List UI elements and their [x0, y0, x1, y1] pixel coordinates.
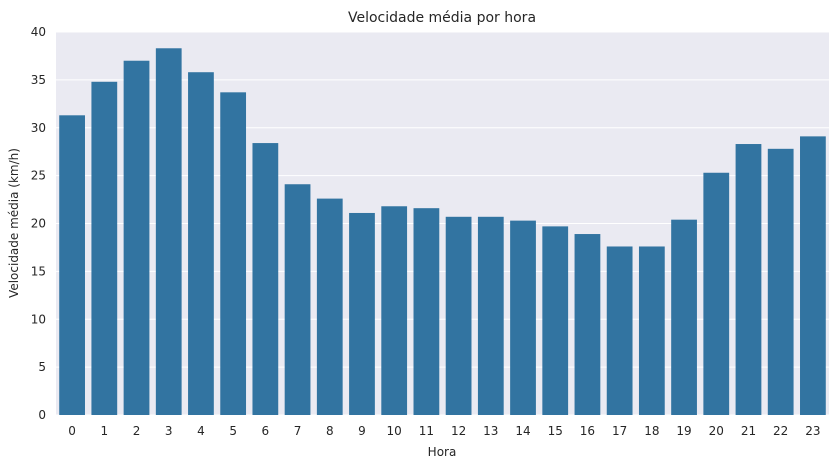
- x-tick-label: 5: [229, 424, 237, 438]
- bar: [381, 206, 408, 415]
- bar: [59, 115, 85, 416]
- x-tick-label: 7: [294, 424, 302, 438]
- bar: [284, 184, 311, 415]
- y-tick-label: 15: [31, 264, 46, 278]
- y-tick-label: 35: [31, 73, 46, 87]
- bar: [252, 143, 279, 415]
- x-axis-ticks: 0 1 2 3 4 5 6 7 8 9 10 11 12 13 14 15 16 17 18 19 20 21 22 23: [68, 424, 820, 438]
- x-tick-label: 2: [133, 424, 141, 438]
- y-tick-label: 25: [31, 169, 46, 183]
- x-tick-label: 14: [515, 424, 530, 438]
- x-tick-label: 8: [326, 424, 334, 438]
- chart-title: Velocidade média por hora: [348, 10, 536, 26]
- bar: [606, 246, 633, 415]
- x-tick-label: 12: [451, 424, 466, 438]
- y-tick-label: 30: [31, 121, 46, 135]
- y-tick-label: 5: [38, 360, 46, 374]
- y-tick-label: 0: [38, 408, 46, 422]
- bar: [316, 198, 343, 415]
- bar: [188, 72, 214, 415]
- x-axis-label: Hora: [428, 445, 457, 459]
- bar: [477, 216, 504, 415]
- y-tick-label: 10: [31, 312, 46, 326]
- x-tick-label: 19: [676, 424, 691, 438]
- bar: [574, 234, 601, 415]
- x-tick-label: 9: [358, 424, 366, 438]
- x-tick-label: 20: [709, 424, 724, 438]
- bar: [703, 172, 730, 415]
- bar: [123, 60, 150, 415]
- bar: [800, 136, 826, 415]
- x-tick-label: 23: [805, 424, 820, 438]
- y-tick-label: 40: [31, 25, 46, 39]
- y-axis-label: Velocidade média (km/h): [7, 148, 21, 298]
- x-tick-label: 16: [580, 424, 595, 438]
- x-tick-label: 11: [419, 424, 434, 438]
- y-axis-ticks: 0 5 10 15 20 25 30 35 40: [31, 25, 46, 422]
- gridlines: [56, 31, 829, 416]
- x-tick-label: 17: [612, 424, 627, 438]
- bar: [220, 92, 247, 415]
- bar: [510, 220, 536, 415]
- bar: [767, 148, 794, 415]
- x-tick-label: 6: [262, 424, 270, 438]
- x-tick-label: 0: [68, 424, 76, 438]
- bar: [445, 216, 472, 415]
- bar: [413, 208, 440, 415]
- x-tick-label: 10: [387, 424, 402, 438]
- bar: [155, 48, 182, 416]
- bar: [349, 212, 375, 415]
- bar: [91, 81, 118, 415]
- bar: [671, 219, 697, 415]
- x-tick-label: 21: [741, 424, 756, 438]
- x-tick-label: 15: [548, 424, 563, 438]
- x-tick-label: 1: [100, 424, 108, 438]
- bar: [735, 144, 762, 415]
- x-tick-label: 22: [773, 424, 788, 438]
- bar: [542, 226, 569, 415]
- y-tick-label: 20: [31, 217, 46, 231]
- bars: [59, 48, 826, 416]
- bar: [638, 246, 665, 415]
- x-tick-label: 13: [483, 424, 498, 438]
- x-tick-label: 18: [644, 424, 659, 438]
- x-tick-label: 4: [197, 424, 205, 438]
- x-tick-label: 3: [165, 424, 173, 438]
